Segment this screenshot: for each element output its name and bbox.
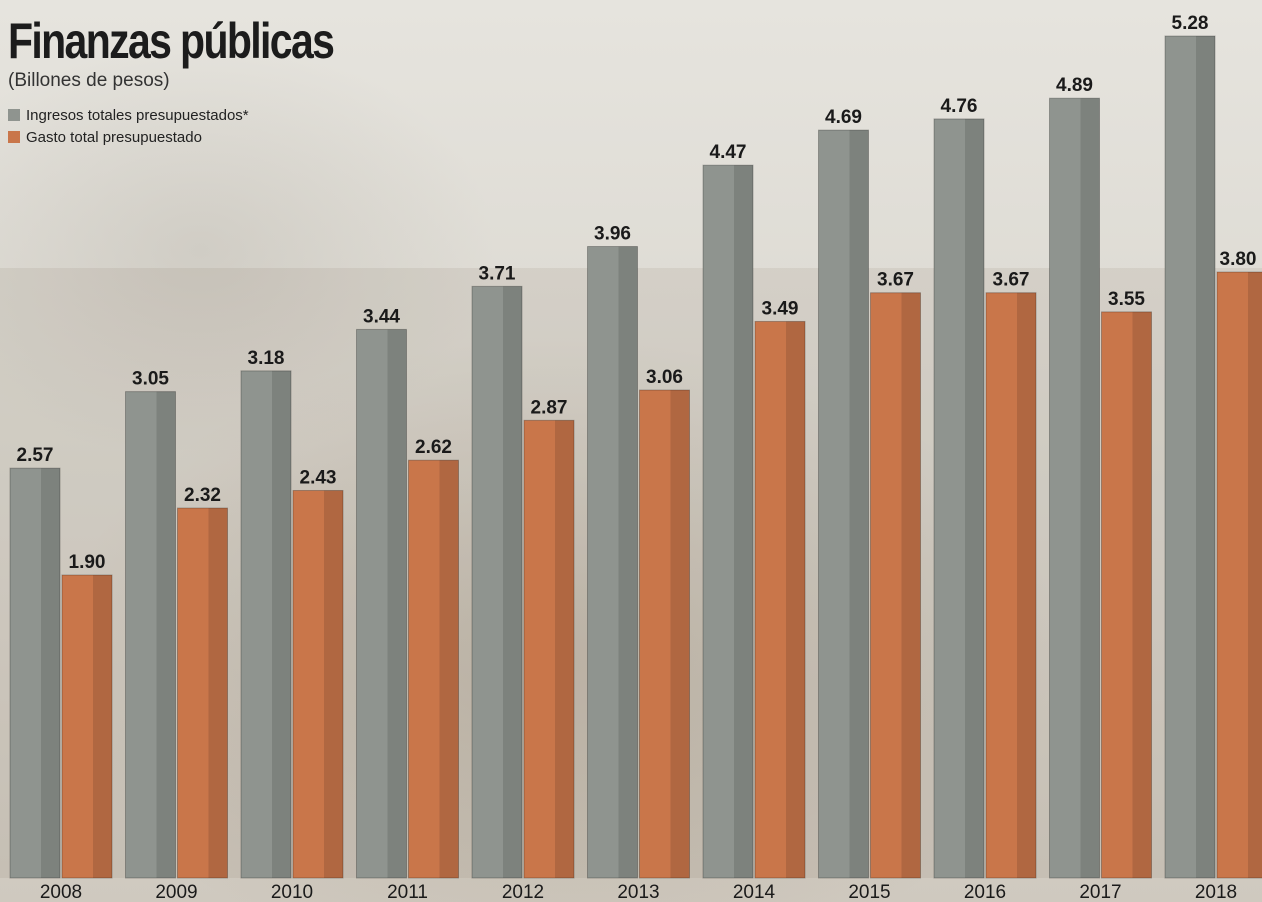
bar-ingresos-2009 [125,391,176,879]
legend-swatch-gasto [8,131,20,143]
bar-gasto-2014 [754,320,806,879]
value-label-gasto-2008: 1.90 [69,552,106,573]
year-label-2010: 2010 [271,882,313,902]
year-label-2008: 2008 [40,882,82,902]
bar-ingresos-2013 [587,246,638,879]
bar-shade [208,508,228,878]
bar-gasto-2012 [523,419,575,879]
bar-ingresos-2015 [818,129,869,879]
value-label-gasto-2010: 2.43 [300,467,337,488]
value-label-ingresos-2009: 3.05 [132,369,169,390]
year-label-2015: 2015 [848,882,890,902]
legend-label-gasto: Gasto total presupuestado [26,128,202,146]
value-label-gasto-2015: 3.67 [877,270,914,291]
value-label-ingresos-2012: 3.71 [479,263,516,284]
value-label-ingresos-2013: 3.96 [594,224,631,245]
bar-gasto-2009 [177,507,228,879]
bar-ingresos-2016 [933,118,985,879]
bar-ingresos-2017 [1049,97,1100,879]
bar-ingresos-2014 [702,164,754,879]
value-label-gasto-2013: 3.06 [646,367,683,388]
chart-subtitle: (Billones de pesos) [8,70,170,91]
value-label-gasto-2012: 2.87 [531,397,568,418]
value-label-ingresos-2015: 4.69 [825,107,862,128]
year-label-2011: 2011 [387,882,428,902]
value-label-gasto-2014: 3.49 [762,298,799,319]
legend: Ingresos totales presupuestados* Gasto t… [8,104,368,148]
bar-shade [1196,36,1215,878]
bar-gasto-2016 [985,292,1037,879]
bar-gasto-2011 [408,459,459,879]
value-label-ingresos-2016: 4.76 [941,96,978,117]
bar-shade [387,329,407,878]
bar-shade [901,292,921,878]
bar-shade [1080,98,1100,879]
chart-title: Finanzas públicas [8,13,335,69]
bar-shade [156,391,176,878]
year-label-2018: 2018 [1195,882,1237,902]
legend-item-gasto: Gasto total presupuestado [8,126,368,148]
bar-ingresos-2008 [9,467,61,879]
legend-item-ingresos: Ingresos totales presupuestados* [8,104,368,126]
value-label-gasto-2009: 2.32 [184,485,221,506]
legend-label-ingresos: Ingresos totales presupuestados* [26,106,249,124]
bar-shade [555,420,574,878]
bar-shade [786,321,805,878]
value-label-gasto-2018: 3.80 [1220,249,1257,270]
bar-ingresos-2010 [240,370,292,879]
value-label-ingresos-2008: 2.57 [17,445,54,466]
bar-ingresos-2018 [1164,35,1216,879]
bar-gasto-2010 [292,489,344,879]
year-label-2016: 2016 [964,882,1006,902]
bar-shade [439,460,459,878]
bar-shade [324,490,343,878]
bar-shade [1017,292,1036,878]
legend-swatch-ingresos [8,109,20,121]
value-label-gasto-2011: 2.62 [415,437,452,458]
value-label-ingresos-2014: 4.47 [710,142,747,163]
value-label-gasto-2017: 3.55 [1108,289,1145,310]
bar-ingresos-2012 [471,285,523,879]
bar-gasto-2013 [639,389,690,879]
year-label-2017: 2017 [1079,882,1121,902]
bar-shade [1132,311,1152,878]
bar-shade [93,575,112,878]
bar-shade [849,130,869,878]
bar-gasto-2015 [870,292,921,879]
value-label-gasto-2016: 3.67 [993,270,1030,291]
year-label-2014: 2014 [733,882,776,902]
bar-shade [503,286,522,878]
bar-shade [1248,272,1262,878]
bar-shade [670,390,690,878]
bar-shade [618,246,638,878]
bar-gasto-2008 [61,574,113,879]
year-label-2012: 2012 [502,882,544,902]
bar-shade [965,118,984,878]
year-label-2013: 2013 [617,882,659,902]
bar-shade [272,370,291,878]
chart-header: Finanzas públicas (Billones de pesos) In… [8,14,368,148]
value-label-ingresos-2011: 3.44 [363,306,400,327]
bar-shade [734,165,753,878]
bar-shade [41,468,60,878]
value-label-ingresos-2018: 5.28 [1172,13,1209,34]
value-label-ingresos-2017: 4.89 [1056,75,1093,96]
value-label-ingresos-2010: 3.18 [248,348,285,369]
bar-gasto-2018 [1216,271,1262,879]
year-label-2009: 2009 [155,882,197,902]
bar-gasto-2017 [1101,311,1152,879]
bar-ingresos-2011 [356,328,407,879]
